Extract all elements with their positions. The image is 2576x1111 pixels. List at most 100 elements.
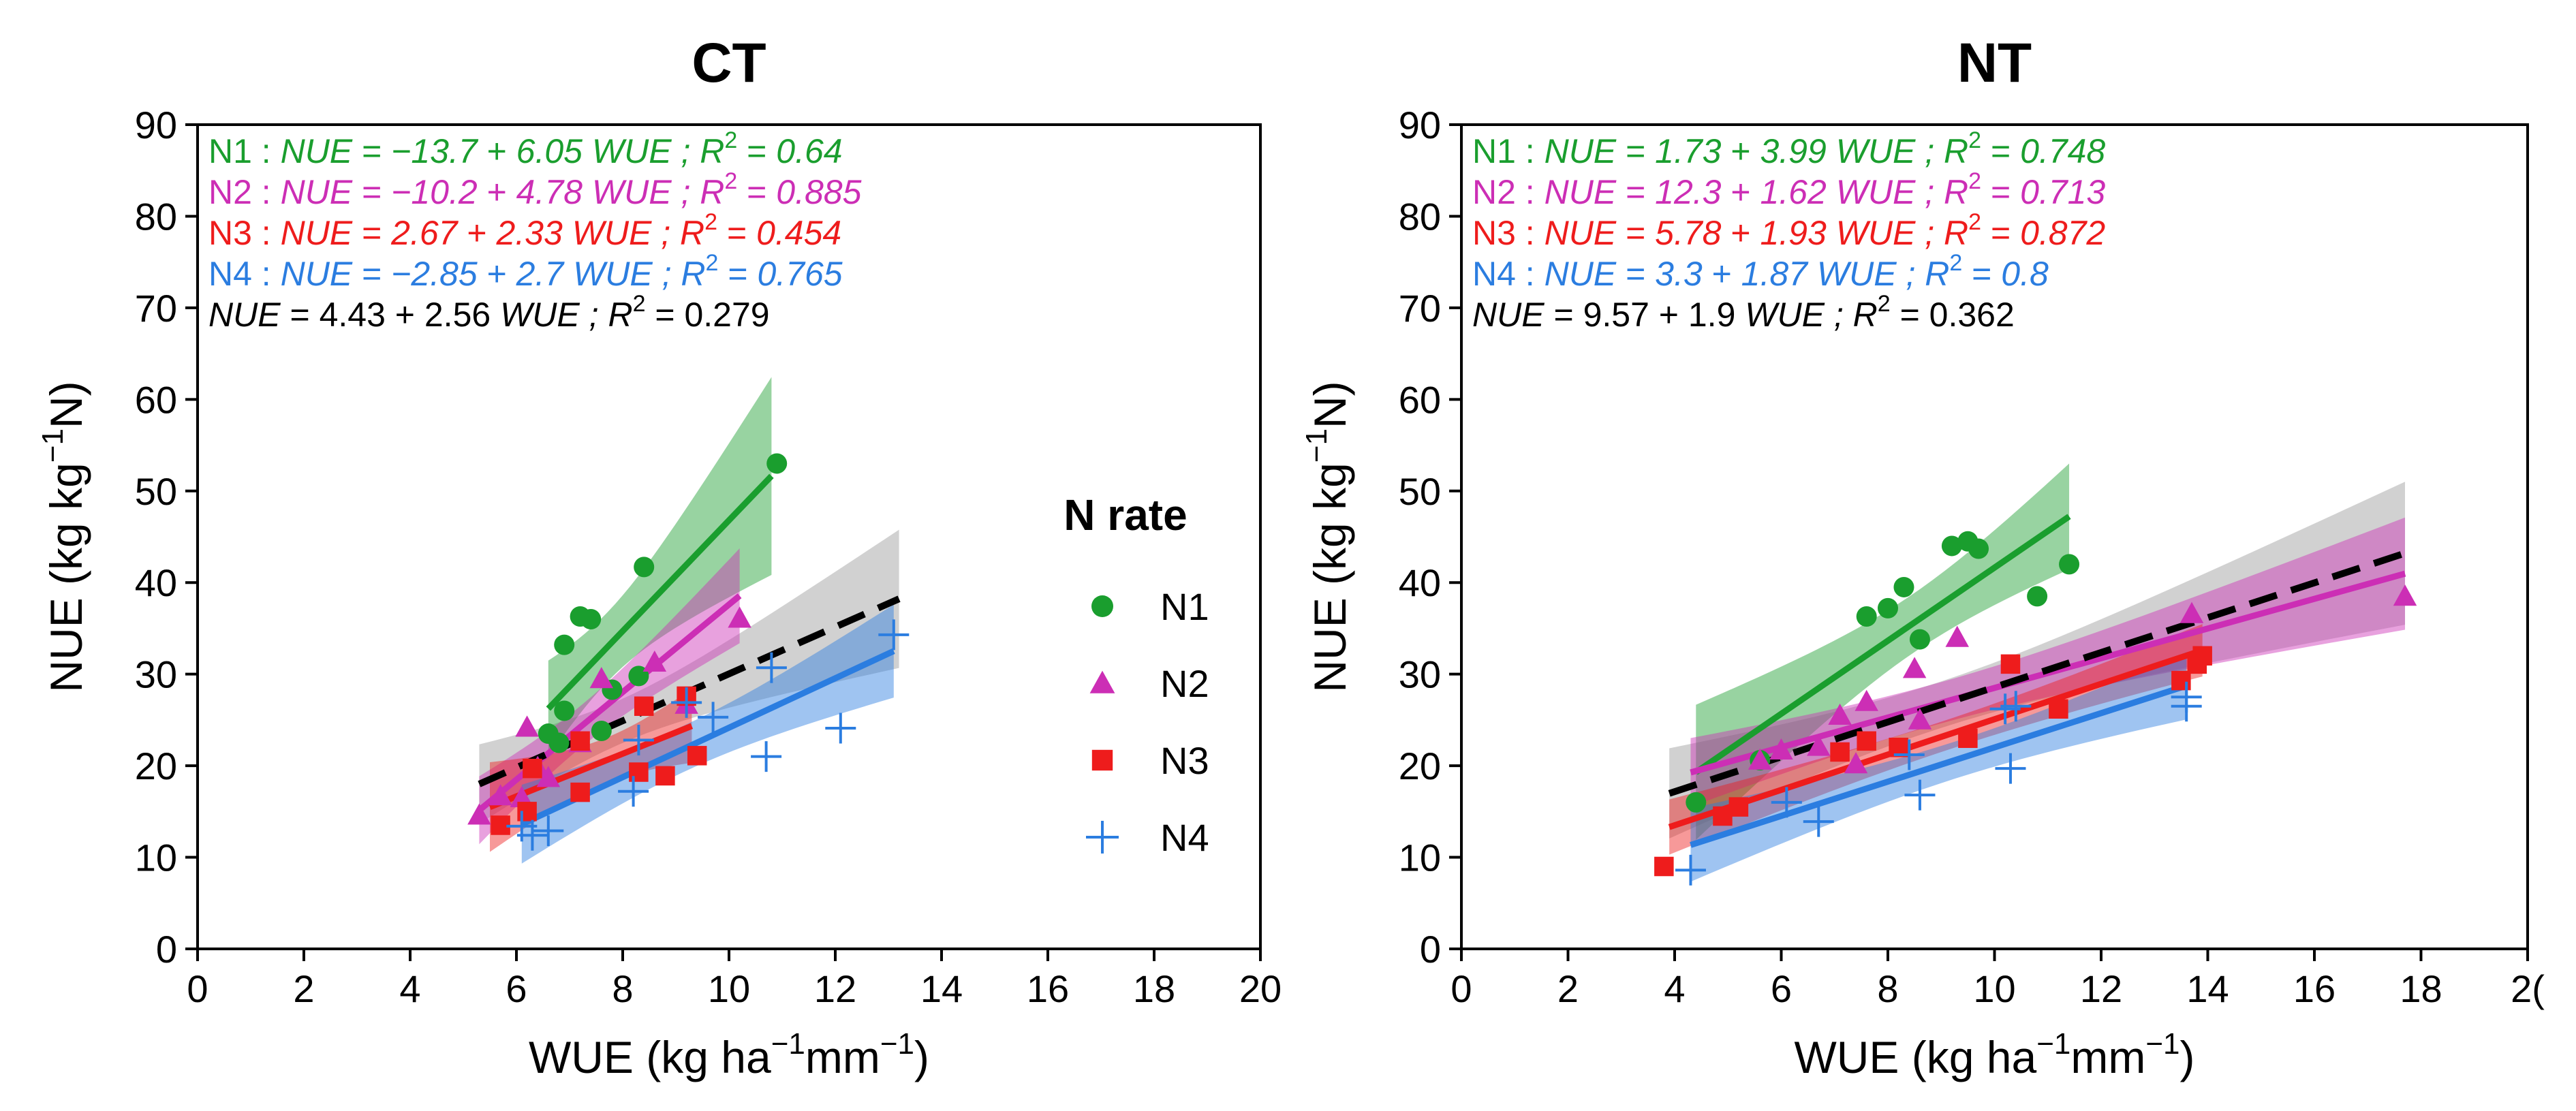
eq-space (1827, 214, 1836, 252)
n1-point-9 (1968, 538, 1989, 559)
n1-point-3 (1856, 606, 1877, 627)
y-tick-label: 10 (135, 836, 177, 879)
n3-point-2 (517, 802, 537, 821)
x-tick-label: 14 (2186, 967, 2229, 1010)
chart-title: NT (1957, 32, 2032, 94)
legend-label-n3: N3 (1160, 739, 1209, 782)
x-axis-label: WUE (kg ha−1mm−1) (1794, 1027, 2194, 1082)
n3-point-6 (629, 762, 649, 782)
eq-intercept: 9.57 (1583, 296, 1649, 334)
y-tick-label: 50 (1399, 470, 1441, 513)
eq-plus: + (1721, 173, 1760, 211)
n2-point-2 (1769, 738, 1793, 760)
eq-r: R (1944, 132, 1968, 170)
n2-point-8 (1908, 708, 1932, 730)
n3-point-1 (1654, 856, 1674, 877)
eq-r2: 0.362 (1929, 296, 2015, 334)
n4-point-3 (533, 815, 564, 847)
eq-equals: = (717, 214, 756, 252)
equation-overall: NUE = 9.57 + 1.9 WUE ; R2 = 0.362 (1472, 291, 2015, 334)
n4-point-1 (1675, 854, 1706, 886)
n2-point-1 (467, 803, 491, 825)
n4-point-9 (756, 652, 787, 683)
y-tick-label: 90 (135, 104, 177, 146)
equation-overall: NUE = 4.43 + 2.56 WUE ; R2 = 0.279 (208, 291, 770, 334)
equation-n3: N3 : NUE = 5.78 + 1.93 WUE ; R2 = 0.872 (1472, 209, 2105, 252)
n3-fit-line (1668, 647, 2204, 830)
eq-nue: NUE (1472, 296, 1545, 334)
y-label-end: N) (1305, 381, 1355, 428)
eq-r2: 0.64 (776, 132, 842, 170)
eq-slope: 2.7 (516, 255, 565, 293)
eq-equals: = (1545, 296, 1583, 334)
eq-wue: WUE (592, 132, 672, 170)
x-tick-label: 8 (612, 967, 633, 1010)
n3-point-5 (1857, 731, 1876, 751)
y-tick-label: 60 (1399, 378, 1441, 421)
y-tick-label: 70 (1399, 287, 1441, 330)
eq-r2: 0.748 (2020, 132, 2105, 170)
n2-point-1 (1748, 748, 1772, 770)
eq-equals: = (1616, 214, 1655, 252)
x-tick-label: 4 (1664, 967, 1685, 1010)
eq-plus: + (1721, 132, 1760, 170)
eq-equals: = (645, 296, 684, 334)
n4-point-8 (2000, 691, 2032, 722)
n1-point-7 (591, 721, 612, 742)
eq-space (583, 173, 592, 211)
eq-sep: ; (653, 255, 681, 293)
eq-sup: 2 (724, 168, 737, 194)
legend-label-n1: N1 (1160, 585, 1209, 628)
eq-equals: = (1981, 214, 2020, 252)
eq-wue: WUE (1836, 173, 1916, 211)
n2-point-11 (2393, 584, 2417, 606)
n3-point-8 (655, 766, 675, 786)
x-tick-label: 2 (293, 967, 314, 1010)
y-axis-label: NUE (kg kg−1N) (1300, 381, 1355, 692)
eq-space (1807, 255, 1817, 293)
n4-point-10 (825, 713, 856, 744)
eq-sup: 2 (1878, 291, 1891, 317)
x-tick-label: 12 (814, 967, 856, 1010)
x-tick-label: 4 (399, 967, 420, 1010)
eq-equals: = (737, 132, 776, 170)
n4-point-7 (698, 702, 729, 733)
x-tick-label: 12 (2080, 967, 2122, 1010)
eq-intercept: 4.43 (320, 296, 386, 334)
eq-r2: 0.885 (776, 173, 861, 211)
eq-slope: 1.93 (1760, 214, 1827, 252)
y-tick-label: 80 (135, 195, 177, 238)
eq-label: N1 : (208, 132, 281, 170)
eq-equals: = (1962, 255, 2001, 293)
x-label-sup: −1 (771, 1027, 805, 1061)
n2-point-9 (642, 650, 667, 672)
eq-sup: 2 (724, 127, 737, 153)
eq-r: R (700, 173, 724, 211)
eq-sep: ; (1825, 296, 1853, 334)
eq-r: R (1853, 296, 1878, 334)
x-tick-label: 10 (708, 967, 750, 1010)
eq-slope: 6.05 (516, 132, 583, 170)
eq-wue: WUE (1745, 296, 1825, 334)
eq-plus: + (386, 296, 424, 334)
x-tick-label: 0 (1450, 967, 1472, 1010)
eq-nue: NUE (281, 173, 353, 211)
chart-title: CT (692, 32, 766, 94)
eq-equals: = (718, 255, 757, 293)
n3-point-8 (2000, 654, 2021, 674)
eq-space (563, 255, 573, 293)
eq-nue: NUE (1545, 214, 1617, 252)
n4-point-3 (1803, 806, 1834, 837)
equation-n4: N4 : NUE = −2.85 + 2.7 WUE ; R2 = 0.765 (208, 250, 843, 293)
eq-slope: 2.56 (424, 296, 491, 334)
eq-equals: = (1981, 173, 2020, 211)
x-tick-label: 6 (506, 967, 527, 1010)
eq-wue: WUE (1836, 132, 1916, 170)
legend-marker-n1 (1091, 595, 1113, 617)
n1-point-6 (1909, 629, 1930, 650)
x-tick-label: 18 (1133, 967, 1175, 1010)
eq-label: N2 : (1472, 173, 1545, 211)
eq-r: R (700, 132, 724, 170)
eq-label: N3 : (1472, 214, 1545, 252)
